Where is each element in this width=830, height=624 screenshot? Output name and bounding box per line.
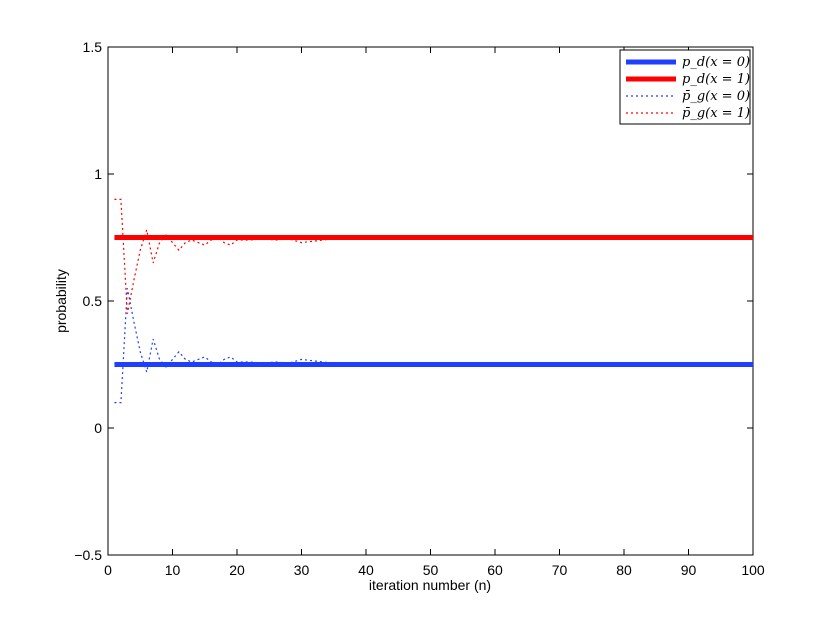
plot-frame xyxy=(107,46,754,556)
tick-layer: 0 10 20 30 40 50 60 70 80 90 100−0.500.511.5 xyxy=(74,39,765,578)
legend-label: p̄_g(x = 1) xyxy=(682,106,750,121)
y-axis-label: probability xyxy=(53,269,69,333)
x-tick-label: 40 xyxy=(358,562,374,578)
x-tick-label: 0 xyxy=(104,562,112,578)
x-tick-label: 20 xyxy=(229,562,245,578)
y-tick-label: −0.5 xyxy=(74,547,102,563)
y-tick-label: 1.5 xyxy=(83,39,103,55)
x-tick-label: 90 xyxy=(681,562,697,578)
legend-label: p̄_g(x = 0) xyxy=(682,89,750,104)
y-tick-label: 0 xyxy=(94,420,102,436)
x-tick-label: 60 xyxy=(487,562,503,578)
legend: p_d(x = 0) p_d(x = 1) p̄_g(x = 0) p̄_g(x = … xyxy=(619,49,751,125)
x-tick-label: 100 xyxy=(741,562,765,578)
plot-area xyxy=(107,46,754,556)
series-layer xyxy=(114,198,754,404)
legend-label: p_d(x = 1) xyxy=(682,72,750,87)
x-tick-label: 50 xyxy=(423,562,439,578)
x-tick-label: 70 xyxy=(552,562,568,578)
legend-label: p_d(x = 0) xyxy=(682,55,750,70)
x-axis-label: iteration number (n) xyxy=(369,577,491,593)
x-tick-label: 10 xyxy=(165,562,181,578)
y-tick-label: 1 xyxy=(94,166,102,182)
x-tick-label: 30 xyxy=(294,562,310,578)
y-tick-label: 0.5 xyxy=(83,293,103,309)
x-tick-label: 80 xyxy=(616,562,632,578)
